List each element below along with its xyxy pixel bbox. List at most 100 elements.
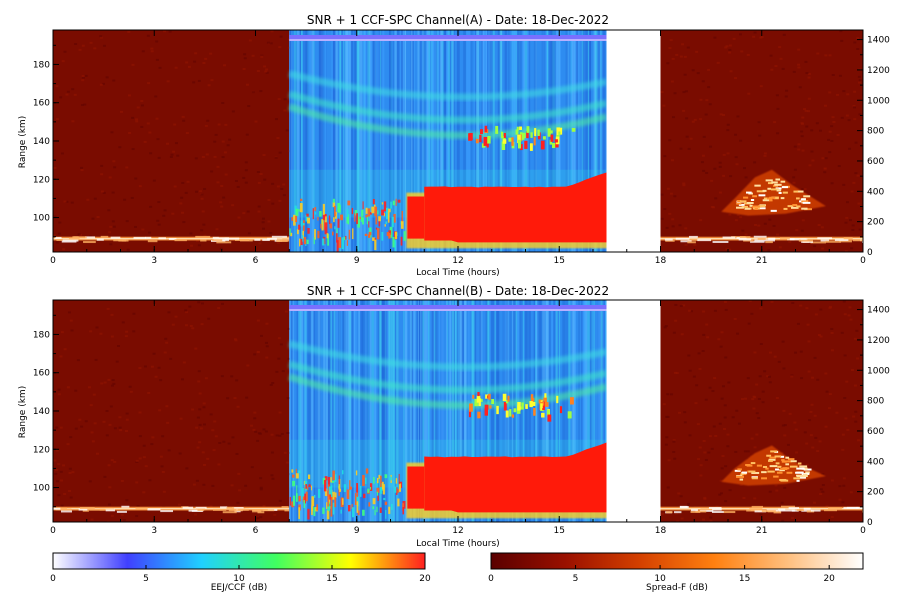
irregularity: [306, 239, 309, 245]
noise-cell: [111, 220, 115, 223]
strong-echo-patch: [501, 131, 504, 139]
strong-echo-patch: [484, 408, 489, 416]
noise-cell: [671, 225, 675, 228]
irregularity: [330, 485, 333, 497]
noise-cell: [716, 61, 720, 64]
noise-cell: [850, 247, 854, 250]
noise-cell: [108, 486, 112, 489]
noise-cell: [794, 351, 798, 354]
plume-speck: [767, 470, 775, 473]
eej-striation: [360, 300, 363, 522]
irregularity: [347, 200, 351, 206]
noise-cell: [169, 155, 173, 158]
noise-cell: [828, 91, 832, 94]
noise-cell: [207, 84, 211, 87]
noise-cell: [256, 517, 260, 520]
noise-cell: [726, 433, 730, 436]
noise-cell: [53, 459, 57, 462]
plume-speck: [762, 199, 770, 202]
noise-cell: [242, 212, 246, 215]
noise-cell: [184, 324, 188, 327]
noise-cell: [851, 224, 855, 227]
eej-striation: [374, 30, 377, 252]
noise-cell: [838, 485, 842, 488]
noise-cell: [753, 497, 757, 500]
eej-striation: [343, 300, 346, 522]
noise-cell: [111, 191, 115, 194]
echo-band-speck: [105, 509, 115, 512]
noise-cell: [164, 337, 168, 340]
noise-cell: [243, 57, 247, 60]
noise-cell: [195, 479, 199, 482]
noise-cell: [781, 67, 785, 70]
noise-cell: [847, 314, 851, 317]
plume-speck: [789, 465, 798, 468]
noise-cell: [784, 95, 788, 98]
noise-cell: [683, 73, 687, 76]
irregularity: [397, 498, 400, 507]
noise-cell: [783, 424, 787, 427]
plume-speck: [779, 469, 785, 472]
irregularity: [334, 205, 336, 217]
noise-cell: [251, 54, 255, 57]
noise-cell: [95, 452, 99, 455]
eej-striation: [381, 300, 385, 522]
irregularity: [300, 220, 303, 227]
irregularity: [316, 504, 319, 511]
irregularity: [307, 508, 310, 520]
noise-cell: [131, 63, 135, 66]
strong-echo-patch: [480, 398, 483, 402]
noise-cell: [680, 517, 684, 520]
plume-speck: [754, 184, 761, 187]
noise-cell: [78, 48, 82, 51]
noise-cell: [154, 375, 158, 378]
noise-cell: [258, 432, 262, 435]
noise-cell: [132, 312, 136, 315]
eej-striation: [525, 300, 528, 522]
noise-cell: [757, 417, 761, 420]
irregularity: [317, 216, 319, 221]
x-tick-label: 0: [50, 256, 56, 266]
eej-striation: [413, 30, 416, 252]
eej-striation: [446, 300, 448, 522]
x-tick-label: 0: [860, 256, 866, 266]
noise-cell: [92, 393, 96, 396]
noise-cell: [747, 92, 751, 95]
noise-cell: [852, 415, 856, 418]
noise-cell: [668, 47, 672, 50]
colorbar-spread-f: 0 5 10 15 20 Spread-F (dB): [488, 552, 864, 593]
noise-cell: [271, 202, 275, 205]
noise-cell: [63, 493, 67, 496]
plume-speck: [750, 462, 756, 465]
plume-speck: [738, 203, 745, 206]
eej-striation: [409, 300, 413, 522]
echo-band-speck: [800, 238, 808, 241]
noise-cell: [269, 42, 273, 45]
irregularity: [334, 474, 337, 482]
y-tick-label: 180: [33, 330, 50, 340]
noise-cell: [699, 464, 703, 467]
irregularity: [401, 210, 403, 222]
eej-striation: [351, 300, 354, 522]
x-tick-label: 12: [452, 526, 463, 536]
plume-speck: [787, 205, 794, 208]
noise-cell: [270, 474, 274, 477]
noise-cell: [194, 52, 198, 55]
noise-cell: [113, 460, 117, 463]
eej-striation: [341, 30, 344, 252]
noise-cell: [679, 147, 683, 150]
noise-cell: [845, 201, 849, 204]
noise-cell: [286, 432, 290, 435]
irregularity: [384, 474, 388, 479]
eej-striation: [317, 300, 321, 522]
eej-striation: [574, 30, 577, 252]
noise-cell: [753, 161, 757, 164]
echo-band-speck: [763, 239, 775, 242]
noise-cell: [161, 435, 165, 438]
irregularity: [368, 502, 371, 507]
noise-cell: [93, 47, 97, 50]
noise-cell: [688, 309, 692, 312]
noise-cell: [262, 154, 266, 157]
noise-cell: [744, 233, 748, 236]
plume-speck: [756, 190, 765, 193]
